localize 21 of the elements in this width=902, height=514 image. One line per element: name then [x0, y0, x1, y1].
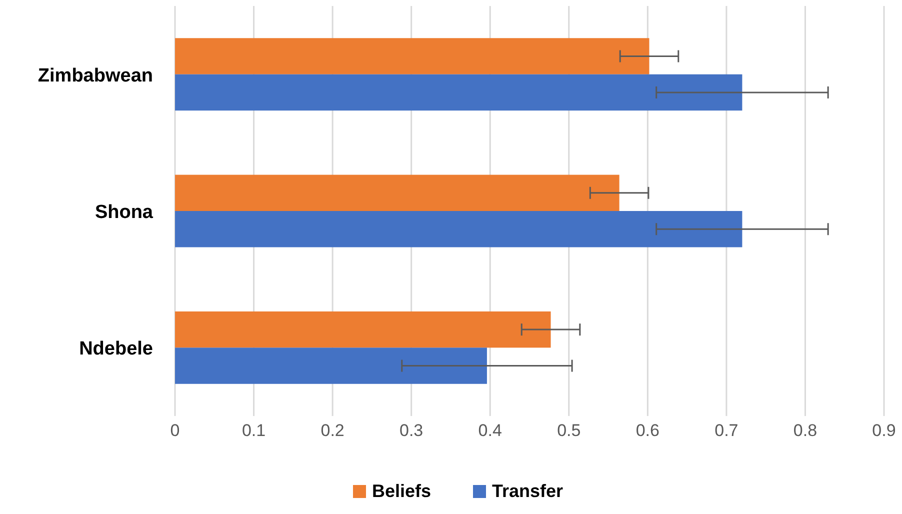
y-tick-label: Ndebele — [79, 338, 153, 360]
bar — [175, 74, 742, 111]
y-tick-label: Shona — [94, 202, 154, 223]
x-tick-label: 0.9 — [872, 421, 896, 440]
x-tick-label: 0.2 — [320, 421, 344, 440]
bar — [175, 174, 620, 211]
x-tick-label: 0.4 — [478, 421, 502, 440]
legend-label: Transfer — [492, 481, 564, 501]
x-tick-label: 0.5 — [557, 421, 581, 440]
bar — [175, 211, 742, 248]
legend-label: Beliefs — [372, 481, 432, 501]
x-tick-label: 0.6 — [636, 421, 660, 440]
x-tick-label: 0.8 — [793, 421, 818, 440]
x-tick-label: 0 — [170, 421, 180, 440]
y-tick-label: Zimbabwean — [38, 65, 153, 86]
x-tick-label: 0.7 — [714, 421, 738, 440]
bar — [175, 311, 551, 348]
x-tick-label: 0.3 — [400, 421, 424, 440]
bar — [175, 348, 487, 384]
bar — [175, 38, 650, 74]
x-tick-label: 0.1 — [242, 421, 266, 440]
